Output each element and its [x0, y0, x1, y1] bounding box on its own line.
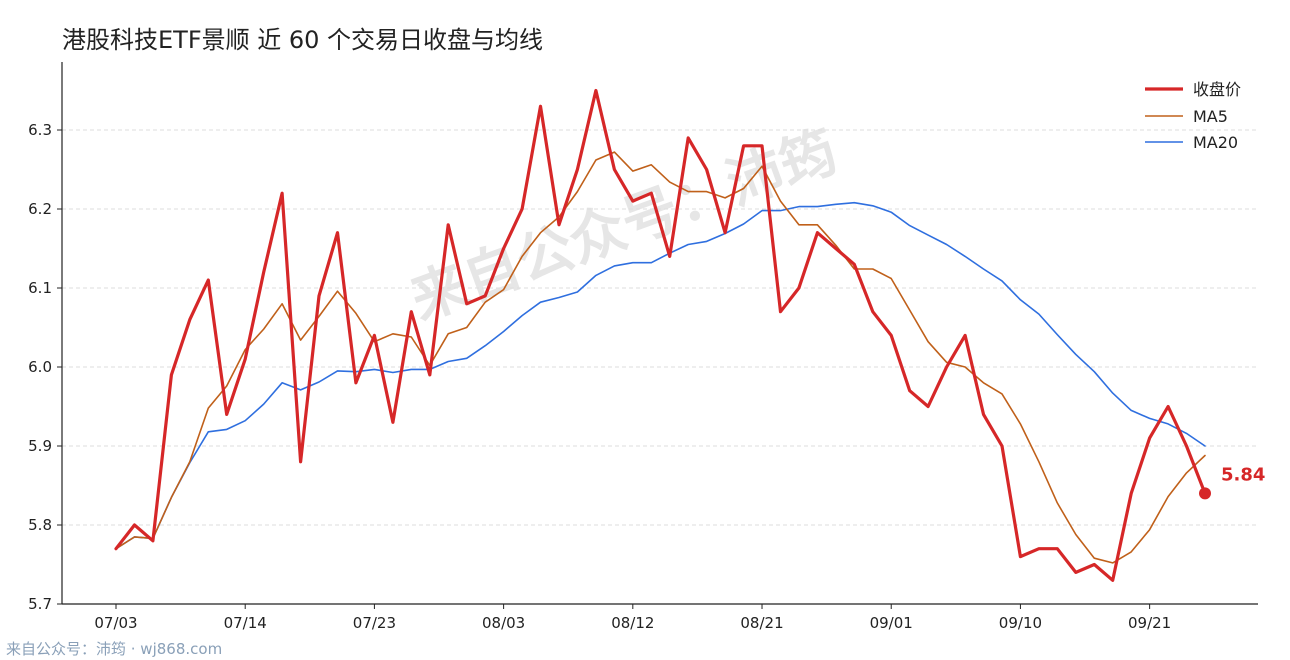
x-tick-label: 08/21 [740, 614, 783, 632]
last-close-point [1199, 487, 1211, 500]
grid [62, 129, 1258, 526]
last-close-label: 5.84 [1221, 464, 1265, 485]
y-tick-label: 6.3 [28, 121, 52, 139]
y-tick-label: 5.7 [28, 595, 52, 613]
legend-label-2: MA20 [1193, 133, 1238, 152]
x-tick-label: 09/21 [1128, 614, 1171, 632]
x-tick-label: 09/10 [999, 614, 1042, 632]
y-tick-label: 5.8 [28, 516, 52, 534]
series-ma5-line [115, 151, 1206, 564]
legend: 收盘价 MA5 MA20 [1145, 80, 1241, 152]
y-tick-label: 5.9 [28, 437, 52, 455]
x-tick-label: 08/03 [482, 614, 525, 632]
x-tick-label: 08/12 [611, 614, 654, 632]
footer: 来自公众号：沛筠 · wj868.com [6, 640, 223, 658]
series-layer: 5.84 [114, 88, 1265, 582]
x-tick-label: 07/14 [224, 614, 267, 632]
y-tick-label: 6.2 [28, 200, 52, 218]
legend-label-1: MA5 [1193, 107, 1228, 126]
x-tick-label: 07/03 [94, 614, 137, 632]
series-close-line [114, 88, 1207, 582]
series-ma20-line [115, 201, 1206, 550]
axes: 5.7 5.8 5.9 6.0 6.1 6.2 6.3 07/03 07/14 07/23 08/0… [28, 62, 1258, 632]
x-tick-label: 09/01 [870, 614, 913, 632]
y-tick-label: 6.0 [28, 358, 52, 376]
legend-label-0: 收盘价 [1193, 80, 1241, 99]
y-tick-label: 6.1 [28, 279, 52, 297]
x-tick-label: 07/23 [353, 614, 396, 632]
chart-title: 港股科技ETF景顺 近 60 个交易日收盘与均线 [62, 26, 544, 54]
